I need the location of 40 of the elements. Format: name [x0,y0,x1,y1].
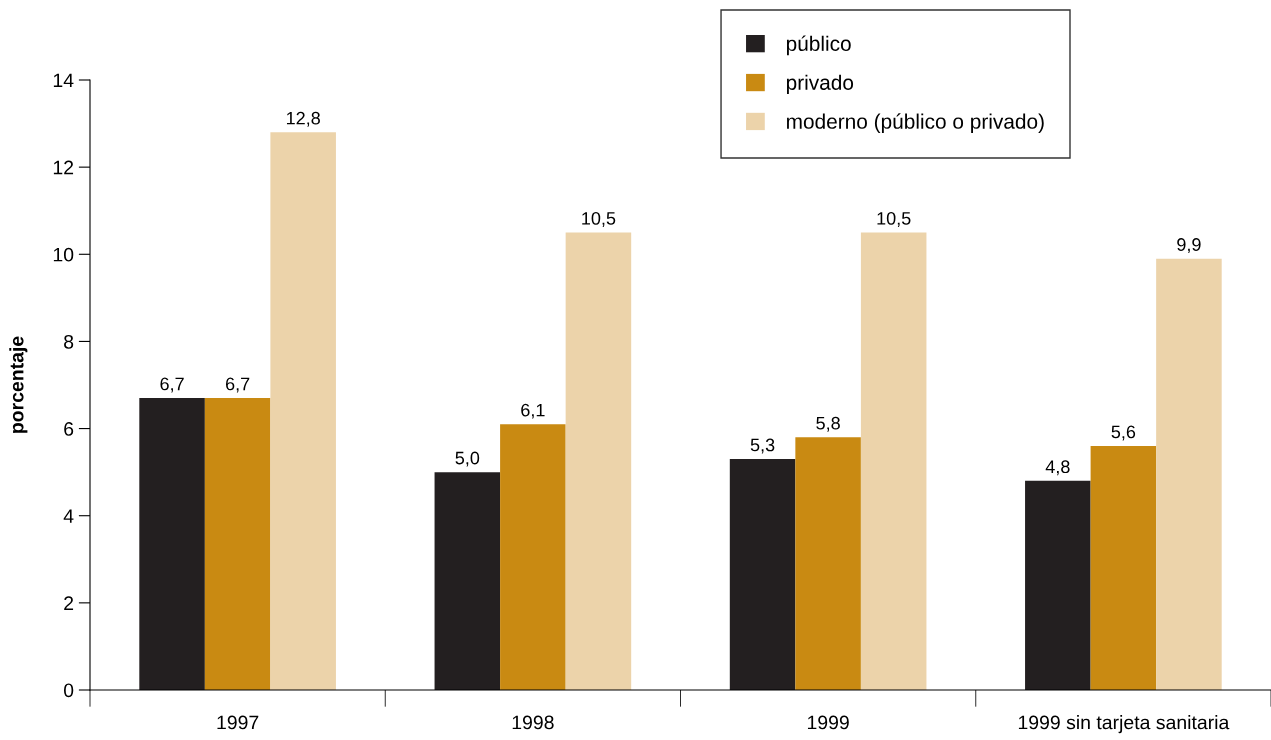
data-label: 6,7 [160,377,184,393]
y-tick-label: 0 [63,683,74,698]
bar [729,459,796,690]
bar [565,232,632,690]
data-label: 6,1 [521,403,545,419]
legend-label: público [786,35,851,56]
data-label: 5,0 [455,451,480,467]
bar [1156,258,1222,690]
x-tick-label: 1999 [807,715,849,730]
data-label: 5,8 [816,416,840,432]
y-tick-label: 8 [64,334,74,349]
data-label: 5,3 [750,438,775,454]
x-tick-label: 1998 [512,715,554,730]
y-tick-label: 2 [64,596,74,610]
data-label: 12,8 [286,111,320,127]
data-label: 10,5 [877,211,911,227]
y-tick-label: 4 [63,509,74,523]
legend-label: moderno (público o privado) [787,113,1044,133]
data-label: 10,5 [582,211,616,227]
y-tick-label: 12 [53,160,74,175]
data-label: 9,9 [1177,238,1201,254]
bar [1090,446,1157,690]
bar [204,398,271,690]
y-tick-label: 14 [53,73,74,88]
bar [500,424,566,690]
bar [795,437,861,690]
y-axis-title: porcentaje [9,336,28,433]
legend-label: privado [786,74,854,95]
x-tick-label: 1997 [217,715,259,730]
bar [434,472,501,690]
bar [270,132,336,690]
data-label: 5,6 [1111,425,1136,441]
y-tick-label: 6 [64,422,74,436]
data-label: 6,7 [225,377,250,393]
x-tick-label: 1999 sin tarjeta sanitaria [1018,715,1230,734]
bar [1025,480,1091,690]
bar [860,232,927,690]
bar [139,398,205,690]
y-tick-label: 10 [53,247,74,262]
data-label: 4,8 [1045,460,1070,476]
